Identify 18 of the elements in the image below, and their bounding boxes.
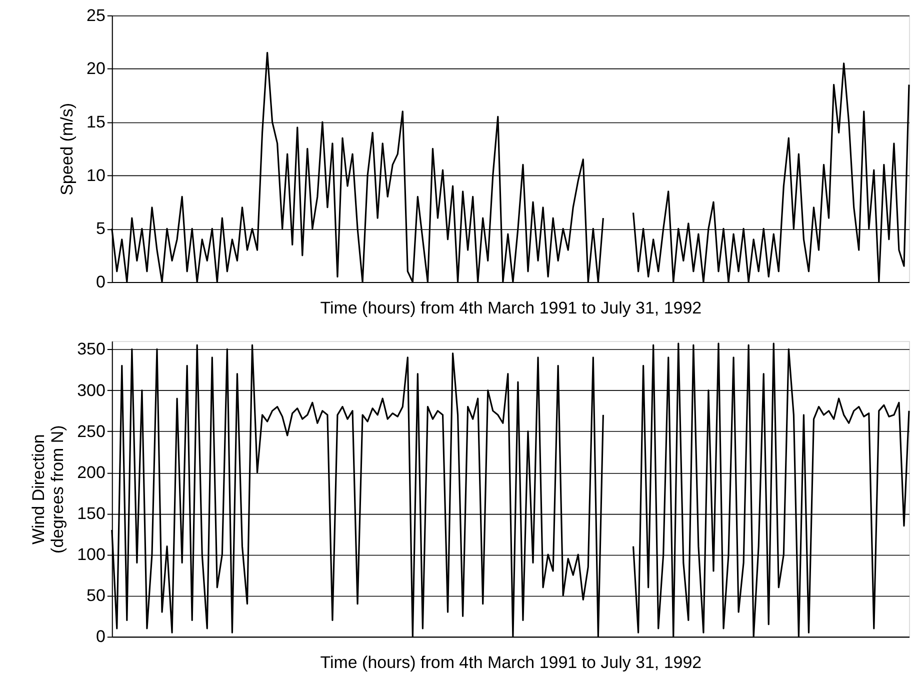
- y-axis-title: Speed (m/s): [58, 102, 77, 196]
- y-tick-label: 200: [77, 462, 106, 482]
- y-tick-label: 20: [86, 59, 106, 78]
- x-axis-title: Time (hours) from 4th March 1991 to July 31, 1992: [320, 298, 702, 318]
- y-tick-label: 50: [86, 586, 106, 606]
- y-tick-label: 0: [96, 627, 106, 646]
- x-axis-title: Time (hours) from 4th March 1991 to July 31, 1992: [320, 653, 702, 672]
- y-tick-label: 5: [96, 219, 106, 238]
- y-tick-label: 15: [86, 112, 106, 132]
- y-tick-label: 250: [77, 422, 106, 441]
- y-tick-label: 350: [77, 340, 106, 359]
- y-tick-label: 25: [86, 6, 106, 25]
- y-tick-label: 300: [77, 380, 106, 400]
- y-tick-label: 10: [86, 166, 106, 185]
- y-tick-label: 150: [77, 504, 106, 523]
- y-axis-title: Wind Direction (degrees from N): [29, 425, 68, 554]
- y-tick-label: 0: [96, 272, 106, 292]
- y-tick-label: 100: [77, 545, 106, 564]
